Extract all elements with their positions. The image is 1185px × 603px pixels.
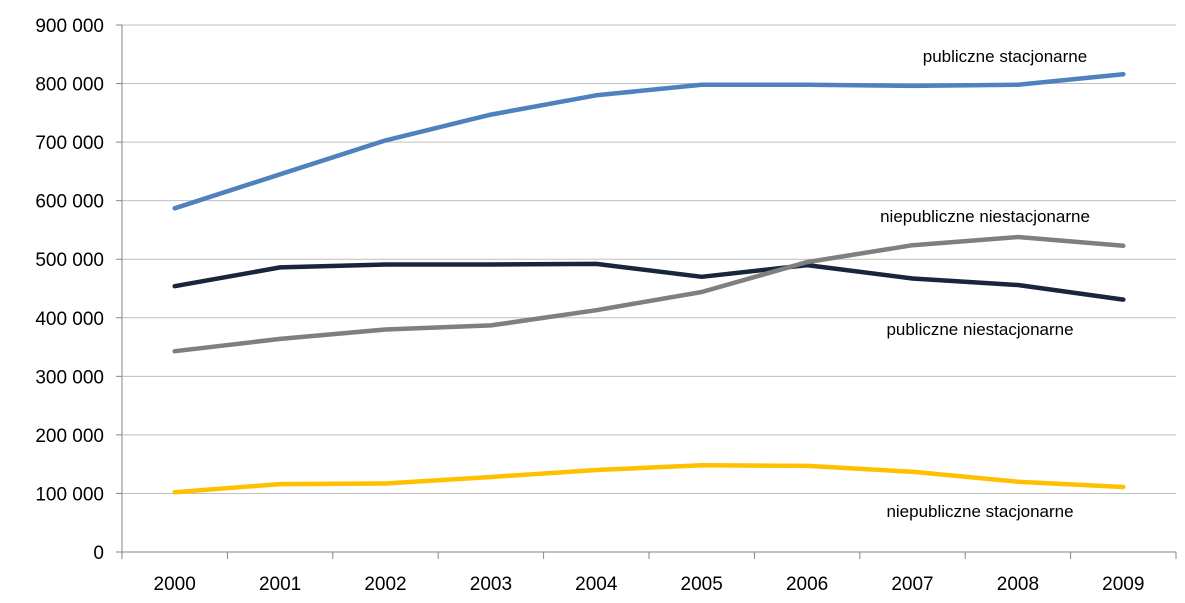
axes: 0 100 000 200 000 300 000 400 000 500 000 600 … [35,16,1177,595]
series-lines [172,71,1126,495]
series-line-3 [172,234,1126,354]
y-tick-label: 300 000 [35,367,104,388]
gridlines [122,24,1176,494]
series-labels: publiczne stacjonarne publiczne niestacjo… [880,47,1090,521]
series-label-4: niepubliczne stacjonarne [886,502,1073,521]
series-label-3: niepubliczne niestacjonarne [880,207,1090,226]
x-tick-label: 2007 [891,574,933,595]
x-tick-label: 2002 [364,574,406,595]
y-tick-label: 800 000 [35,75,104,96]
x-tick-label: 2009 [1102,574,1144,595]
y-tick-label: 0 [93,543,104,564]
x-tick-label: 2003 [470,574,512,595]
series-line-2 [172,261,1126,302]
series-label-1: publiczne stacjonarne [923,47,1087,66]
series-label-2: publiczne niestacjonarne [886,320,1073,339]
y-tick-label: 900 000 [35,16,104,37]
y-tick-label: 600 000 [35,192,104,213]
series-line-4 [172,463,1126,495]
y-tick-label: 400 000 [35,309,104,330]
x-tick-label: 2000 [154,574,196,595]
x-tick-label: 2001 [259,574,301,595]
y-tick-label: 500 000 [35,250,104,271]
series-line-1 [172,71,1126,211]
x-tick-label: 2008 [997,574,1039,595]
y-tick-label: 100 000 [35,484,104,505]
x-tick-label: 2005 [681,574,723,595]
x-tick-label: 2004 [575,574,618,595]
y-tick-label: 200 000 [35,426,104,447]
y-tick-label: 700 000 [35,133,104,154]
x-tick-label: 2006 [786,574,828,595]
